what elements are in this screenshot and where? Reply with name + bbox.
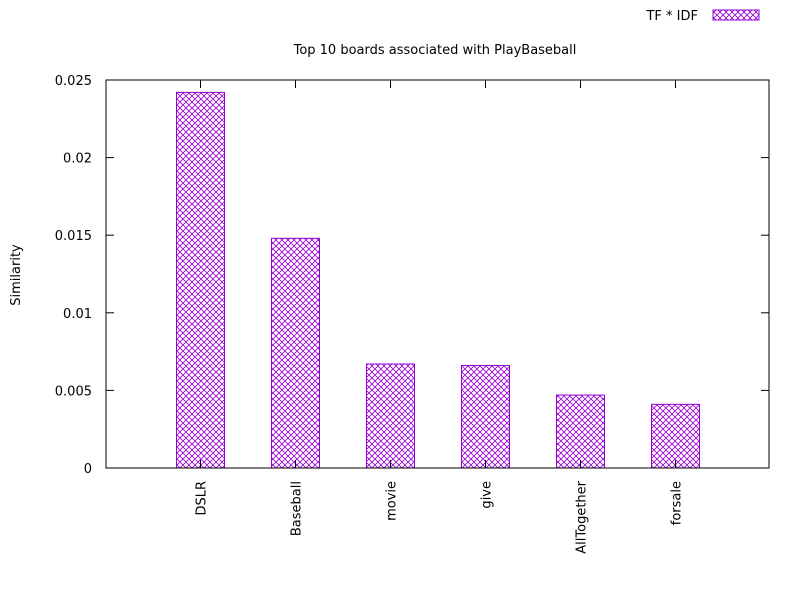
bar-movie xyxy=(366,363,415,469)
bar-baseball xyxy=(271,237,320,469)
bar-dslr xyxy=(176,91,225,469)
x-tick-label: AllTogether xyxy=(575,480,590,553)
bar-give xyxy=(461,365,510,469)
y-tick-label: 0.01 xyxy=(63,307,92,322)
bars-group xyxy=(176,91,700,469)
y-tick-label: 0.015 xyxy=(55,229,92,244)
y-tick-label: 0.025 xyxy=(55,74,92,89)
y-tick-label: 0.02 xyxy=(63,152,92,167)
x-tick-label: give xyxy=(480,481,495,509)
legend: TF * IDF xyxy=(645,9,760,24)
legend-label: TF * IDF xyxy=(645,9,698,24)
x-tick-label: DSLR xyxy=(195,481,210,516)
x-tick-label: forsale xyxy=(670,481,685,525)
x-tick-label: movie xyxy=(385,481,400,521)
chart-title: Top 10 boards associated with PlayBaseba… xyxy=(293,43,577,58)
x-tick-label: Baseball xyxy=(290,481,305,536)
plot-frame xyxy=(105,79,770,469)
y-tick-label: 0.005 xyxy=(55,384,92,399)
x-axis: DSLR Baseball movie give AllTogether forsale xyxy=(195,80,685,554)
y-axis-label: Similarity xyxy=(9,244,24,306)
y-tick-label: 0 xyxy=(84,462,92,477)
y-axis: 0 0.005 0.01 0.015 0.02 0.025 xyxy=(55,74,769,477)
legend-swatch xyxy=(712,9,760,21)
bar-alltogether xyxy=(556,394,605,469)
bar-forsale xyxy=(651,403,700,469)
